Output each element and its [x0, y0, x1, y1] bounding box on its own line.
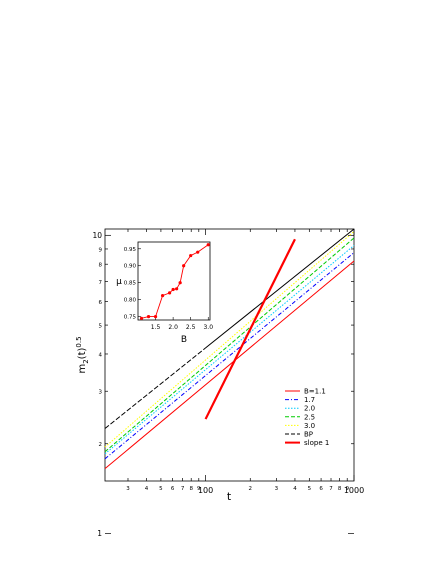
- y-tick-label: 1: [97, 529, 102, 538]
- inset-y-tick-label: 0.85: [124, 281, 137, 287]
- inset-data-point: [206, 243, 210, 247]
- series-line-2: [104, 245, 355, 455]
- legend-label-4: 3.0: [304, 422, 315, 430]
- y-tick-label: 9: [99, 247, 103, 253]
- y-tick-label: 3: [99, 390, 103, 396]
- series-line-6: [204, 238, 296, 420]
- x-tick-label: 6: [171, 486, 175, 492]
- inset-background: [138, 242, 210, 320]
- y-tick-label: 7: [99, 280, 103, 286]
- x-tick-label: 6: [319, 486, 323, 492]
- series-line-bp-dashed: [104, 347, 206, 429]
- x-tick-label: 1000: [344, 486, 364, 495]
- inset-data-point: [168, 291, 172, 295]
- inset-data-point: [182, 264, 186, 268]
- inset-y-label: μ: [116, 277, 122, 287]
- x-tick-label: 8: [189, 486, 193, 492]
- inset-data-point: [146, 315, 151, 319]
- inset-frame: [137, 241, 211, 321]
- y-tick-label: 4: [99, 352, 103, 358]
- inset-y-tick-label: 0.75: [124, 315, 137, 321]
- legend-label-6: slope 1: [304, 439, 329, 447]
- legend-label-0: B=1.1: [304, 388, 326, 396]
- inset-data-point: [160, 293, 165, 298]
- x-tick-label: 4: [145, 486, 149, 492]
- x-tick-label: 2: [249, 486, 253, 492]
- x-tick-label: 5: [159, 486, 163, 492]
- inset-data-point: [196, 250, 200, 254]
- y-tick-label: 2: [99, 442, 103, 448]
- series-line-3: [104, 237, 355, 453]
- inset-data-point: [175, 287, 179, 291]
- legend-label-1: 1.7: [304, 396, 315, 404]
- inset-data-point: [171, 287, 175, 292]
- inset-x-tick-label: 3.0: [203, 324, 213, 331]
- x-tick-label: 9: [197, 486, 201, 492]
- x-tick-label: 7: [329, 486, 333, 492]
- inset-y-tick-label: 0.95: [124, 247, 137, 253]
- inset-y-tick-label: 0.80: [124, 298, 137, 304]
- y-label-main: m: [77, 364, 88, 374]
- inset-data-point: [189, 253, 193, 258]
- y-tick-label: 5: [99, 324, 103, 330]
- y-label-sup: 0.5: [75, 336, 83, 347]
- x-tick-label: 5: [308, 486, 312, 492]
- y-label-mid: (t): [77, 348, 88, 360]
- legend-label-3: 2.5: [304, 413, 315, 421]
- inset-x-tick-label: 1.5: [151, 324, 161, 331]
- svg-text:m2(t)0.5: m2(t)0.5: [75, 336, 90, 373]
- y-label-sub: 2: [82, 359, 90, 363]
- inset-axis-ticks: 1.5 2.0 2.5 3.0 0.75 0.80 0.85 0.90 0.95: [124, 247, 213, 331]
- inset-x-tick-label: 2.0: [168, 324, 178, 331]
- main-series-group: [104, 228, 355, 470]
- x-tick-label: 8: [338, 486, 342, 492]
- series-line-4: [104, 231, 355, 448]
- x-axis-label: t: [227, 490, 232, 503]
- legend-label-2: 2.0: [304, 405, 315, 413]
- inset-data-point: [139, 316, 144, 320]
- main-plot-frame: [104, 228, 355, 482]
- series-line-bp-solid: [205, 228, 355, 349]
- x-tick-label: 3: [126, 486, 130, 492]
- x-tick-label: 7: [181, 486, 185, 492]
- y-axis-label: m2(t)0.5: [75, 336, 90, 373]
- inset-x-label: B: [181, 335, 187, 345]
- inset-x-tick-label: 2.5: [186, 324, 196, 331]
- legend-label-5: BP: [304, 431, 313, 439]
- x-tick-label: 9: [345, 486, 349, 492]
- y-tick-label: 10: [92, 231, 102, 240]
- inset-data-point: [153, 315, 158, 319]
- y-tick-label: 6: [99, 300, 103, 306]
- inset-data-point: [178, 281, 182, 285]
- x-tick-label: 100: [198, 486, 213, 495]
- inset-series-group: [139, 243, 210, 320]
- inset-y-tick-label: 0.90: [124, 264, 137, 270]
- y-tick-label: 8: [99, 263, 103, 269]
- x-tick-label: 3: [275, 486, 279, 492]
- x-tick-label: 4: [293, 486, 297, 492]
- series-line-0: [104, 260, 355, 470]
